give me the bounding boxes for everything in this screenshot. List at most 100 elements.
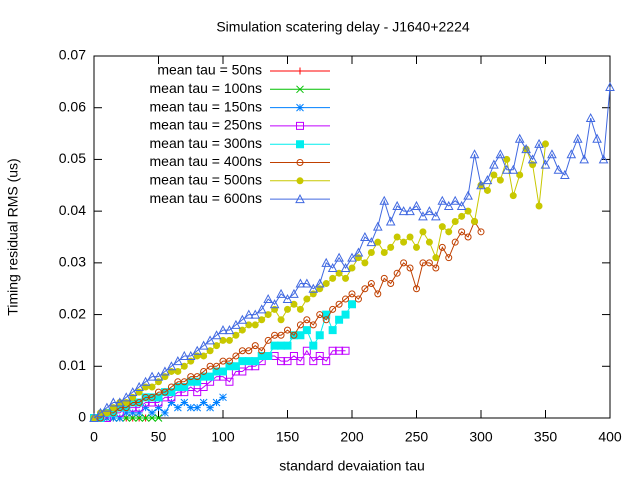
data-point <box>231 362 240 371</box>
data-point <box>154 403 163 412</box>
data-point <box>147 371 157 381</box>
data-point <box>173 356 183 366</box>
data-point <box>443 200 454 210</box>
data-point <box>302 326 311 335</box>
data-point <box>193 377 202 386</box>
data-point <box>179 350 190 360</box>
data-point <box>167 383 175 391</box>
data-point <box>329 305 337 313</box>
data-point <box>173 403 182 412</box>
x-tick-label: 200 <box>340 429 364 445</box>
legend-label: mean tau = 600ns <box>150 190 262 206</box>
data-point <box>360 231 370 241</box>
data-point <box>458 212 466 220</box>
legend-marker <box>296 85 304 94</box>
data-point <box>302 346 311 355</box>
data-point <box>398 206 409 216</box>
data-point <box>308 283 319 293</box>
data-point <box>496 176 504 184</box>
data-point <box>180 378 188 386</box>
y-tick-label: 0.01 <box>59 357 86 373</box>
data-point <box>263 293 273 304</box>
data-point <box>405 206 415 216</box>
data-point <box>251 357 260 366</box>
data-point <box>192 345 203 355</box>
data-point <box>296 357 305 366</box>
data-point <box>560 169 570 179</box>
data-point <box>316 311 324 319</box>
legend-marker <box>295 194 305 204</box>
data-point <box>342 295 350 303</box>
data-point <box>141 414 150 422</box>
data-point <box>438 223 446 231</box>
x-tick-label: 0 <box>90 429 98 445</box>
data-point <box>206 372 215 381</box>
legend-label: mean tau = 150ns <box>150 98 262 114</box>
data-point <box>501 164 512 174</box>
data-point <box>314 278 325 288</box>
data-point <box>134 381 144 391</box>
legend-label: mean tau = 500ns <box>150 172 262 188</box>
data-point <box>140 376 151 386</box>
data-point <box>464 233 472 241</box>
data-point <box>193 388 202 397</box>
data-point <box>309 357 318 366</box>
data-point <box>380 274 388 282</box>
data-point <box>353 247 364 257</box>
data-point <box>219 367 227 376</box>
data-point <box>476 180 486 190</box>
data-point <box>471 217 479 225</box>
data-point <box>277 331 285 339</box>
legend-label: mean tau = 300ns <box>150 135 262 151</box>
data-point <box>167 398 176 407</box>
data-point <box>342 274 350 282</box>
data-point <box>400 259 408 267</box>
y-tick-label: 0 <box>78 409 86 425</box>
data-point <box>251 321 259 329</box>
legend-label: mean tau = 400ns <box>150 153 262 169</box>
data-point <box>495 149 506 159</box>
data-point <box>400 238 408 246</box>
data-point <box>327 262 338 273</box>
data-point <box>180 382 189 391</box>
data-point <box>419 228 427 236</box>
data-point <box>148 383 156 391</box>
data-point <box>296 305 304 313</box>
data-point <box>385 216 396 226</box>
data-point <box>432 254 440 262</box>
data-point <box>514 133 525 143</box>
data-point <box>540 159 551 169</box>
data-point <box>199 382 208 391</box>
data-point <box>290 331 298 339</box>
data-point <box>206 403 214 412</box>
data-point <box>296 321 304 329</box>
data-point <box>135 408 144 417</box>
data-point <box>148 408 156 417</box>
data-point <box>354 295 362 303</box>
data-point <box>166 361 177 371</box>
data-point <box>264 351 273 360</box>
data-point <box>232 352 240 360</box>
data-point <box>250 309 261 319</box>
data-point <box>276 288 286 298</box>
data-point <box>374 238 382 246</box>
data-point <box>469 149 480 159</box>
data-point <box>264 336 272 344</box>
data-point <box>109 414 118 422</box>
data-point <box>329 274 337 282</box>
data-point <box>361 259 369 267</box>
data-point <box>335 300 343 308</box>
data-point <box>413 285 420 293</box>
data-point <box>431 211 441 221</box>
data-point <box>122 408 131 417</box>
data-point <box>237 314 248 324</box>
data-point <box>393 269 401 277</box>
y-tick-label: 0.04 <box>59 202 86 218</box>
data-point <box>277 316 285 324</box>
data-point <box>180 398 189 407</box>
y-tick-label: 0.02 <box>59 305 86 321</box>
data-point <box>135 398 143 406</box>
data-point <box>205 335 215 345</box>
data-point <box>212 398 221 407</box>
x-tick-label: 50 <box>151 429 167 445</box>
